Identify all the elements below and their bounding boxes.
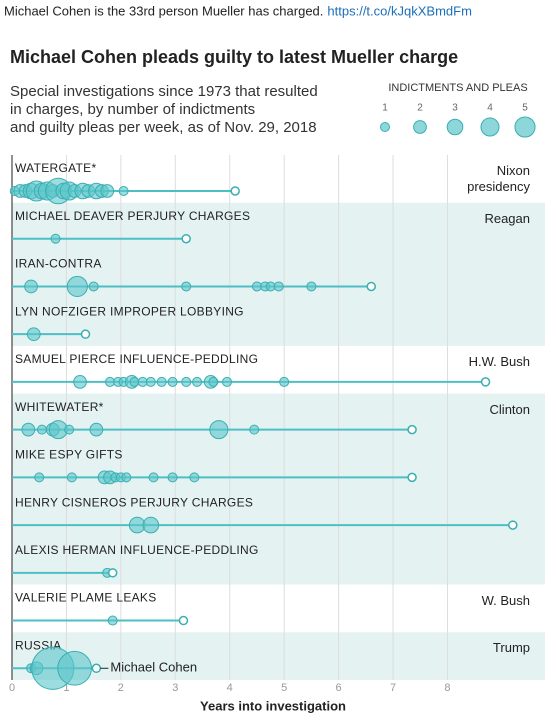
x-tick-label: 0 <box>9 682 15 694</box>
legend-label: 4 <box>487 103 493 114</box>
subtitle: Special investigations since 1973 that r… <box>10 83 318 100</box>
legend-bubble <box>514 116 536 138</box>
row-label: LYN NOFZIGER IMPROPER LOBBYING <box>15 304 244 318</box>
bubble <box>129 376 140 387</box>
legend-bubble <box>380 122 390 132</box>
bubble <box>66 275 88 298</box>
bubble <box>306 281 317 292</box>
bubble <box>251 281 262 292</box>
chart-title: Michael Cohen pleads guilty to latest Mu… <box>10 47 458 67</box>
bubble <box>181 376 192 387</box>
bubble <box>156 376 167 387</box>
bubble <box>121 472 132 483</box>
bubble <box>142 516 160 534</box>
row-label: WHITEWATER* <box>15 400 104 414</box>
bubble <box>148 472 159 483</box>
bubble <box>57 650 92 686</box>
end-marker <box>230 186 240 196</box>
presidency-band <box>12 632 545 680</box>
x-tick-label: 1 <box>63 682 69 694</box>
bubble <box>100 184 115 198</box>
end-marker <box>91 663 102 674</box>
bubble <box>137 376 148 387</box>
end-marker <box>107 568 118 578</box>
legend-label: 1 <box>382 103 388 114</box>
row-label: MIKE ESPY GIFTS <box>15 448 123 462</box>
end-marker <box>178 615 189 626</box>
presidency-label: H.W. Bush <box>468 353 530 369</box>
presidency-label: Reagan <box>484 210 530 226</box>
row-label: SAMUEL PIERCE INFLUENCE-PEDDLING <box>15 352 258 366</box>
bubble <box>89 422 104 437</box>
end-marker <box>407 424 417 435</box>
presidency-label: W. Bush <box>481 592 530 608</box>
end-marker <box>181 233 191 244</box>
presidency-label: Trump <box>492 640 530 656</box>
annotation: Michael Cohen <box>110 660 197 675</box>
bubble <box>222 376 233 387</box>
presidency-band <box>12 202 545 346</box>
legend-bubble <box>413 120 427 134</box>
tweet-text: Michael Cohen is the 33rd person Mueller… <box>4 3 323 18</box>
end-marker <box>508 520 518 530</box>
bubble <box>265 281 276 292</box>
bubble <box>36 424 47 435</box>
end-marker <box>366 281 377 292</box>
bubble <box>73 375 87 389</box>
bubble <box>249 424 260 435</box>
bubble <box>118 186 129 196</box>
row-label: WATERGATE* <box>15 161 96 175</box>
bubble <box>50 233 61 244</box>
bubble <box>167 472 178 483</box>
presidency-label: Nixon presidency <box>467 163 530 194</box>
bubble <box>34 472 45 483</box>
end-marker <box>80 329 91 339</box>
x-tick-label: 2 <box>118 682 124 694</box>
bubble <box>192 376 203 387</box>
bubble <box>107 615 118 626</box>
legend-label: 3 <box>452 103 458 114</box>
bubble <box>21 422 36 437</box>
x-tick-label: 4 <box>227 682 233 694</box>
bubble <box>66 472 77 483</box>
x-tick-label: 6 <box>336 682 342 694</box>
row-label: IRAN-CONTRA <box>15 257 102 271</box>
tweet-link[interactable]: https://t.co/kJqkXBmdFm <box>327 3 472 18</box>
x-tick-label: 8 <box>444 682 450 694</box>
presidency-label: Clinton <box>489 401 530 417</box>
bubble <box>104 376 115 387</box>
legend-label: 2 <box>417 103 423 114</box>
subtitle: in charges, by number of indictments <box>10 101 255 118</box>
bubble <box>64 424 75 435</box>
subtitle: and guilty pleas per week, as of Nov. 29… <box>10 119 317 136</box>
row-label: VALERIE PLAME LEAKS <box>15 591 157 605</box>
row-label: MICHAEL DEAVER PERJURY CHARGES <box>15 209 250 223</box>
x-axis-label: Years into investigation <box>200 698 346 713</box>
legend-label: 5 <box>522 103 528 114</box>
bubble <box>88 281 99 292</box>
bubble <box>167 376 178 387</box>
x-tick-label: 7 <box>390 682 396 694</box>
end-marker <box>407 472 417 483</box>
bubble <box>145 376 156 387</box>
row-label: HENRY CISNEROS PERJURY CHARGES <box>15 495 253 509</box>
row-label: ALEXIS HERMAN INFLUENCE-PEDDLING <box>15 543 259 557</box>
bubble <box>189 472 200 483</box>
x-tick-label: 3 <box>172 682 178 694</box>
bubble <box>181 281 192 292</box>
legend-title: INDICTMENTS AND PLEAS <box>388 82 527 94</box>
bubble <box>26 327 41 342</box>
bubble <box>209 420 229 440</box>
legend-bubble <box>480 117 500 137</box>
bubble <box>24 279 38 294</box>
x-tick-label: 5 <box>281 682 287 694</box>
legend-bubble <box>446 118 464 136</box>
bubble <box>208 376 219 387</box>
bubble <box>273 281 284 292</box>
bubble <box>279 376 290 387</box>
end-marker <box>480 377 491 387</box>
